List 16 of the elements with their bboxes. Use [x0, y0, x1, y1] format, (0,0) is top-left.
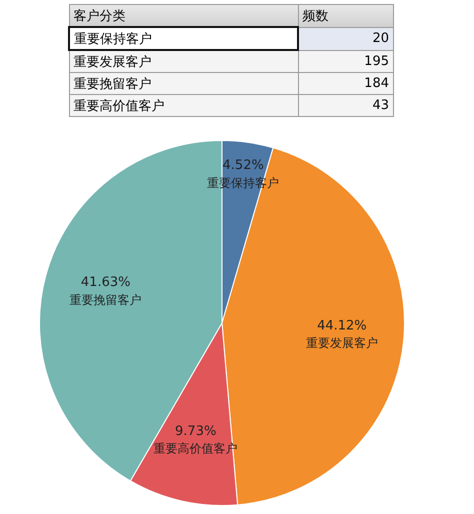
category-label: 重要发展客户: [69, 50, 298, 72]
category-label: 重要保持客户: [69, 27, 298, 50]
slice-label: 重要挽留客户: [70, 292, 142, 307]
data-label: 20: [298, 27, 394, 50]
category-label: 重要高价值客户: [69, 94, 298, 116]
text: 客户分类: [69, 4, 298, 27]
data-label: 184: [298, 72, 394, 94]
slice-label: 重要发展客户: [306, 336, 378, 350]
data-label: 44.12%: [317, 318, 367, 334]
data-label: 195: [298, 50, 394, 72]
text: 频数: [298, 4, 394, 27]
data-label: 9.73%: [175, 424, 216, 439]
category-label: 重要挽留客户: [69, 72, 298, 94]
data-label: 4.52%: [222, 158, 264, 174]
data-label: 43: [298, 94, 394, 116]
data-label: 41.63%: [80, 275, 130, 290]
